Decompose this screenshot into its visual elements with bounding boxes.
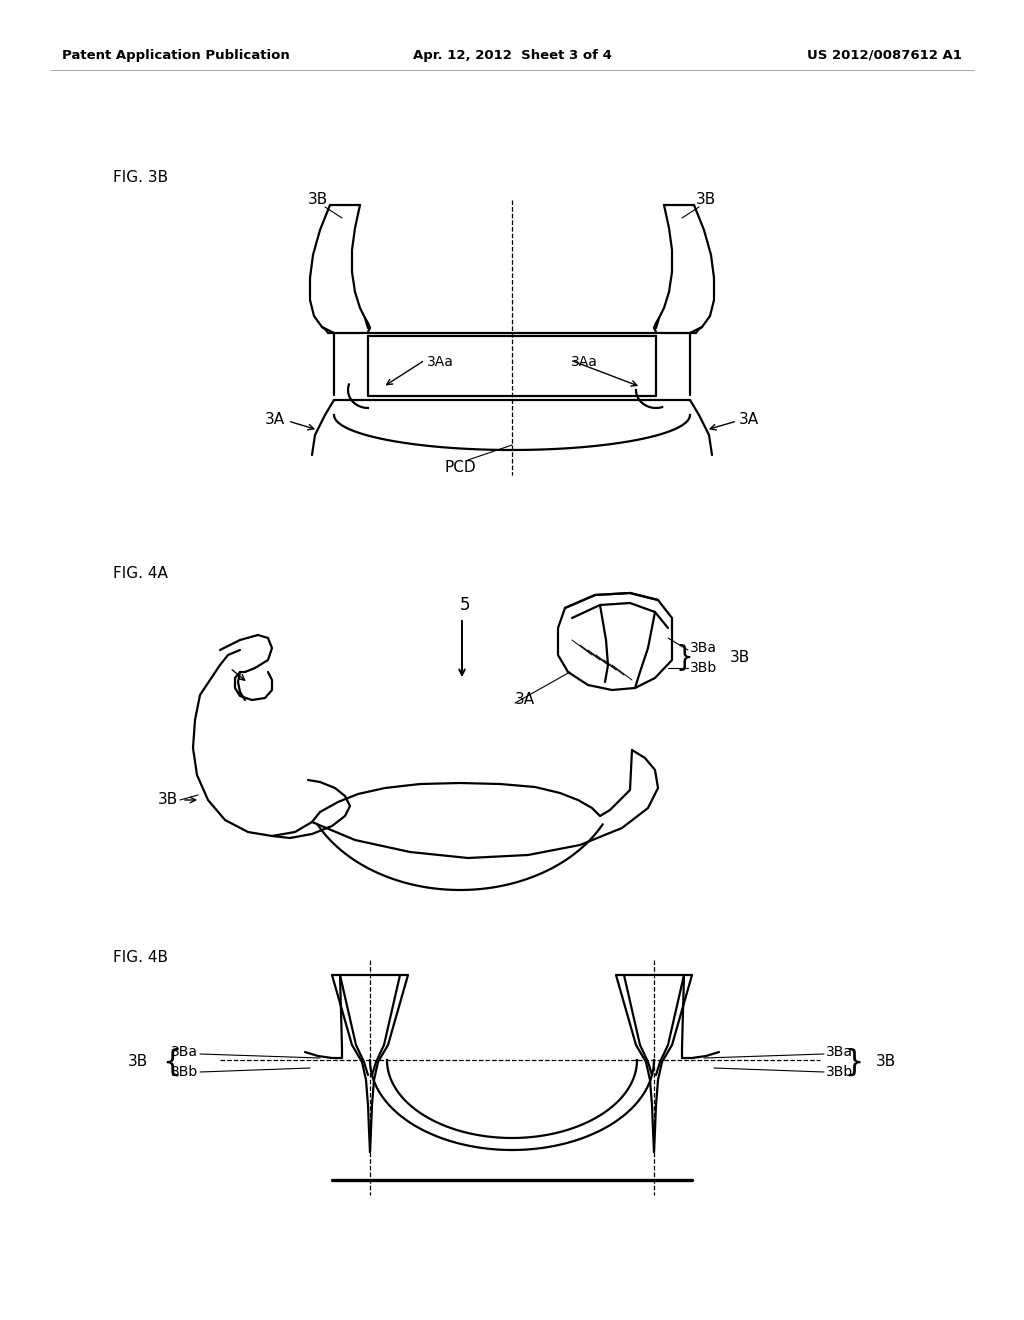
Text: FIG. 4A: FIG. 4A xyxy=(113,565,168,581)
Text: 3B: 3B xyxy=(308,193,328,207)
Text: 3Bb: 3Bb xyxy=(171,1065,198,1078)
Text: 3Ba: 3Ba xyxy=(171,1045,198,1059)
Text: 3Ba: 3Ba xyxy=(690,642,717,655)
Text: 3B: 3B xyxy=(128,1055,148,1069)
Text: FIG. 4B: FIG. 4B xyxy=(113,950,168,965)
Text: }: } xyxy=(845,1048,863,1077)
Text: 5: 5 xyxy=(460,597,470,614)
Text: PCD: PCD xyxy=(444,461,476,475)
Text: {: { xyxy=(163,1048,181,1077)
Text: 3B: 3B xyxy=(696,193,716,207)
Text: 3Bb: 3Bb xyxy=(690,661,717,675)
Text: Apr. 12, 2012  Sheet 3 of 4: Apr. 12, 2012 Sheet 3 of 4 xyxy=(413,49,611,62)
Text: 3Bb: 3Bb xyxy=(826,1065,853,1078)
Text: 3B: 3B xyxy=(730,651,751,665)
Text: 3Aa: 3Aa xyxy=(570,355,597,370)
Text: 3B: 3B xyxy=(158,792,178,808)
Text: 3B: 3B xyxy=(876,1055,896,1069)
Text: US 2012/0087612 A1: US 2012/0087612 A1 xyxy=(807,49,962,62)
Text: 3Ba: 3Ba xyxy=(826,1045,853,1059)
Text: }: } xyxy=(675,644,693,672)
Text: Patent Application Publication: Patent Application Publication xyxy=(62,49,290,62)
Text: 3A: 3A xyxy=(515,693,536,708)
Text: 3Aa: 3Aa xyxy=(427,355,454,370)
Text: 3A: 3A xyxy=(739,412,759,428)
Text: 3A: 3A xyxy=(265,412,285,428)
Text: FIG. 3B: FIG. 3B xyxy=(113,170,168,186)
